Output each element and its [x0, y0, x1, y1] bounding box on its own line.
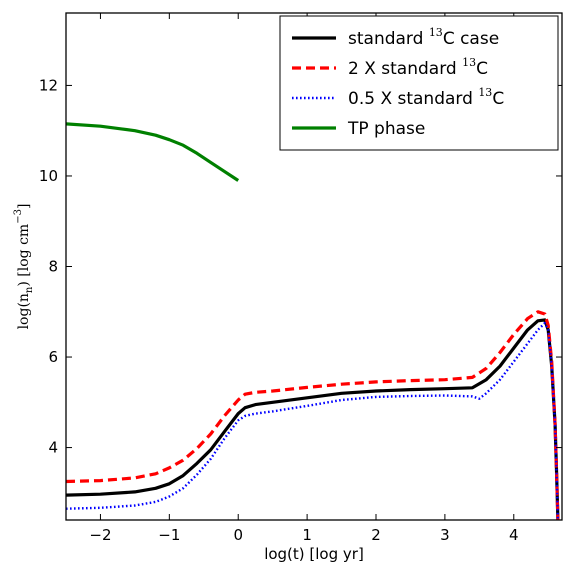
y-axis-label-end: ]: [16, 204, 32, 209]
x-tick-label: 3: [440, 526, 450, 544]
y-tick-label: 4: [48, 439, 58, 457]
legend-label-0: standard 13C case: [348, 26, 499, 49]
x-tick-label: 0: [233, 526, 243, 544]
x-tick-label: 1: [302, 526, 312, 544]
y-tick-label: 10: [39, 167, 58, 185]
y-axis-label-base: log(n: [16, 293, 32, 329]
x-tick-label: −2: [89, 526, 111, 544]
legend-label-1: 2 X standard 13C: [348, 56, 488, 79]
x-tick-label: −1: [158, 526, 180, 544]
y-tick-label: 12: [39, 76, 58, 94]
series-line-2: [66, 321, 560, 520]
legend: standard 13C case 2 X standard 13C 0.5 X s…: [279, 15, 559, 151]
y-axis-label-mid: ) [log cm: [16, 224, 32, 287]
series-layer: [66, 122, 560, 520]
x-axis-label: log(t) [log yr]: [264, 545, 364, 563]
y-tick-label: 8: [48, 258, 58, 276]
y-axis-label-sub: n: [24, 286, 35, 293]
x-tick-label: 4: [509, 526, 519, 544]
x-tick-label: 2: [371, 526, 381, 544]
y-axis-label-sup: −3: [13, 209, 24, 224]
plot-frame: [65, 12, 563, 521]
legend-label-3: TP phase: [347, 119, 425, 139]
legend-label-2: 0.5 X standard 13C: [348, 86, 504, 109]
y-tick-label: 6: [48, 348, 58, 366]
y-axis-label: log(nn) [log cm−3]: [13, 204, 35, 330]
series-line-3: [66, 122, 240, 182]
series-line-0: [66, 318, 560, 520]
series-line-1: [66, 310, 560, 520]
